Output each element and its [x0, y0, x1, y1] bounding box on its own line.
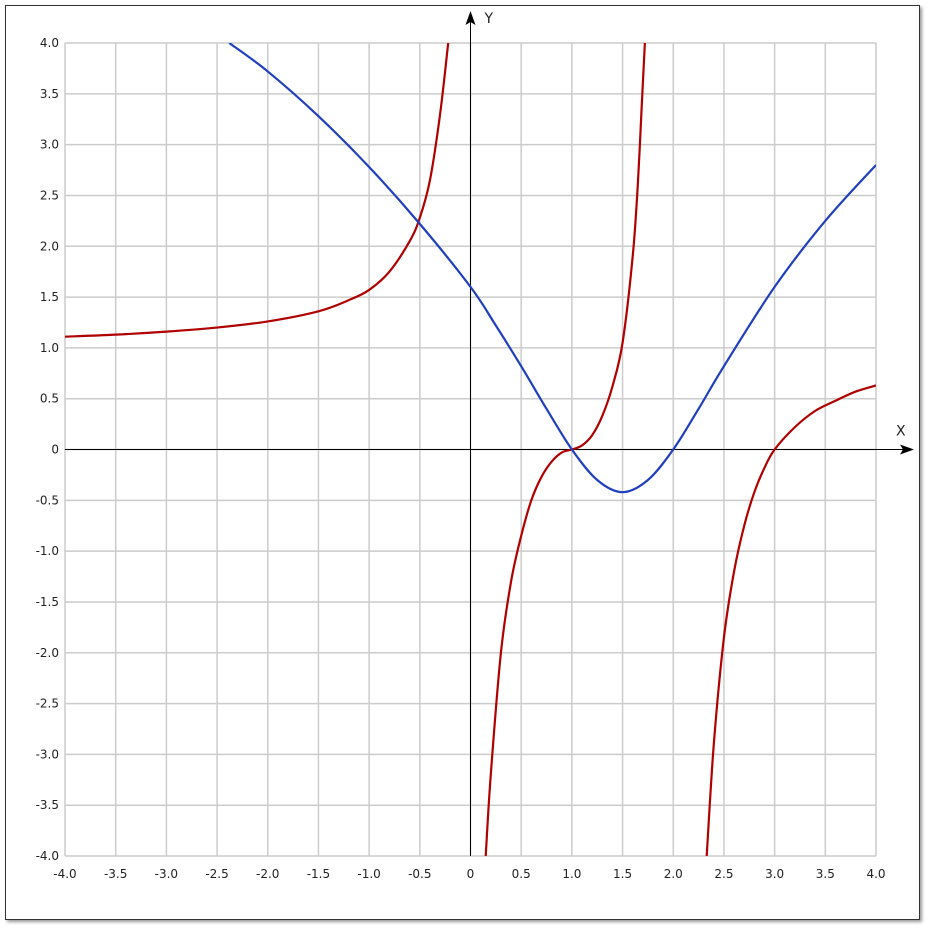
x-tick-label: -3.0 — [155, 867, 178, 881]
y-tick-label: -3.0 — [36, 747, 59, 761]
y-tick-label: -2.5 — [36, 697, 59, 711]
y-tick-label: 1.0 — [40, 341, 59, 355]
y-tick-label: -2.0 — [36, 646, 59, 660]
x-tick-label: 4.0 — [866, 867, 885, 881]
x-axis-arrow — [900, 444, 914, 455]
x-tick-label: 3.5 — [816, 867, 835, 881]
y-tick-label: -4.0 — [36, 849, 59, 863]
y-tick-label: 4.0 — [40, 36, 59, 50]
x-tick-label: -1.5 — [307, 867, 330, 881]
chart-frame: -4.0 -3.5 -3.0 -2.5 -2.0 -1.5 -1.0 -0.5 0 0.5 1.0 1… — [5, 5, 920, 920]
x-tick-label: 2.5 — [714, 867, 733, 881]
series-2-segment-1 — [228, 43, 876, 494]
series-1-segment-3 — [705, 384, 876, 856]
y-tick-label: 3.0 — [40, 138, 59, 152]
y-tick-label: -3.5 — [36, 798, 59, 812]
x-tick-label: -0.5 — [408, 867, 431, 881]
y-tick-label: -1.0 — [36, 544, 59, 558]
y-tick-label: 0.5 — [40, 392, 59, 406]
y-tick-label: 1.5 — [40, 290, 59, 304]
y-tick-label: -0.5 — [36, 493, 59, 507]
series-1-segment-1 — [65, 43, 450, 338]
y-tick-label: 0 — [51, 443, 59, 457]
x-tick-label: -2.0 — [256, 867, 279, 881]
x-tick-label: 2.0 — [664, 867, 683, 881]
y-tick-label: 2.0 — [40, 239, 59, 253]
y-tick-label: -1.5 — [36, 595, 59, 609]
curves — [65, 43, 876, 856]
curve-group — [65, 43, 876, 856]
x-tick-label: 3.0 — [765, 867, 784, 881]
y-tick-label: 3.5 — [40, 87, 59, 101]
x-tick-label: -3.5 — [104, 867, 127, 881]
plot-svg: -4.0 -3.5 -3.0 -2.5 -2.0 -1.5 -1.0 -0.5 0 0.5 1.0 1… — [36, 11, 914, 881]
x-tick-label: 1.0 — [562, 867, 581, 881]
y-axis-label: Y — [484, 11, 494, 27]
axes — [65, 11, 914, 856]
x-tick-label: -4.0 — [53, 867, 76, 881]
x-tick-label: 0.5 — [512, 867, 531, 881]
y-axis-arrow — [465, 11, 476, 25]
x-tick-label: 0 — [467, 867, 475, 881]
x-tick-label: 1.5 — [613, 867, 632, 881]
y-tick-label: 2.5 — [40, 188, 59, 202]
x-tick-label: -1.0 — [357, 867, 380, 881]
x-axis-label: X — [896, 424, 906, 440]
x-tick-label: -2.5 — [205, 867, 228, 881]
tick-labels: -4.0 -3.5 -3.0 -2.5 -2.0 -1.5 -1.0 -0.5 0 0.5 1.0 1… — [36, 36, 886, 881]
